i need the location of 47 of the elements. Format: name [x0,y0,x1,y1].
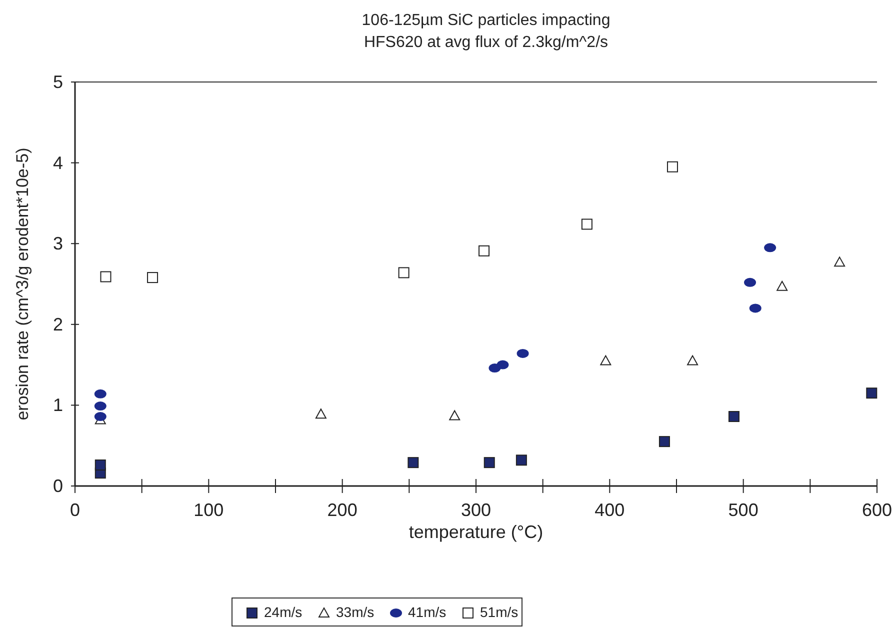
x-tick-label: 500 [728,500,758,520]
point [398,267,410,278]
point [94,389,106,398]
x-axis-title: temperature (°C) [408,522,544,542]
x-tick-label: 600 [862,500,892,520]
point [408,457,419,468]
y-tick-label: 1 [52,395,63,416]
legend-label: 24m/s [264,604,302,620]
legend-label: 41m/s [408,604,446,620]
point [834,256,846,267]
point [147,272,158,284]
point [484,457,495,468]
point [749,304,762,313]
point [687,355,698,366]
y-axis-title: erosion rate (cm^3/g erodent*10e-5) [13,148,32,420]
x-tick-label: 400 [594,500,625,520]
point [728,411,740,422]
chart-title: 106-125µm SiC particles impacting HFS620 at avg flux of 2.3kg/m^2/s [362,12,610,51]
legend-label: 33m/s [336,604,374,620]
y-tick-label: 0 [52,476,63,496]
point [600,355,612,366]
point [449,410,460,420]
x-tick-label: 0 [70,500,80,520]
point [666,161,678,172]
point [866,388,878,399]
point [94,402,106,411]
point [658,436,670,448]
point [496,360,509,370]
y-tick-label: 3 [52,234,63,254]
point [478,245,490,256]
legend-label: 51m/s [480,604,518,620]
point [744,278,756,287]
point [516,454,527,466]
y-tick-label: 4 [52,152,63,173]
point [516,348,529,358]
x-tick-label: 200 [327,500,358,520]
point [581,218,592,230]
x-tick-label: 300 [460,500,492,520]
point [100,271,112,282]
x-tick-label: 100 [194,500,224,520]
y-tick-label: 2 [52,314,63,334]
point [94,459,106,470]
y-tick-label: 5 [52,72,63,92]
point [315,408,326,419]
point [94,412,106,422]
point [764,243,776,252]
point [776,280,788,291]
